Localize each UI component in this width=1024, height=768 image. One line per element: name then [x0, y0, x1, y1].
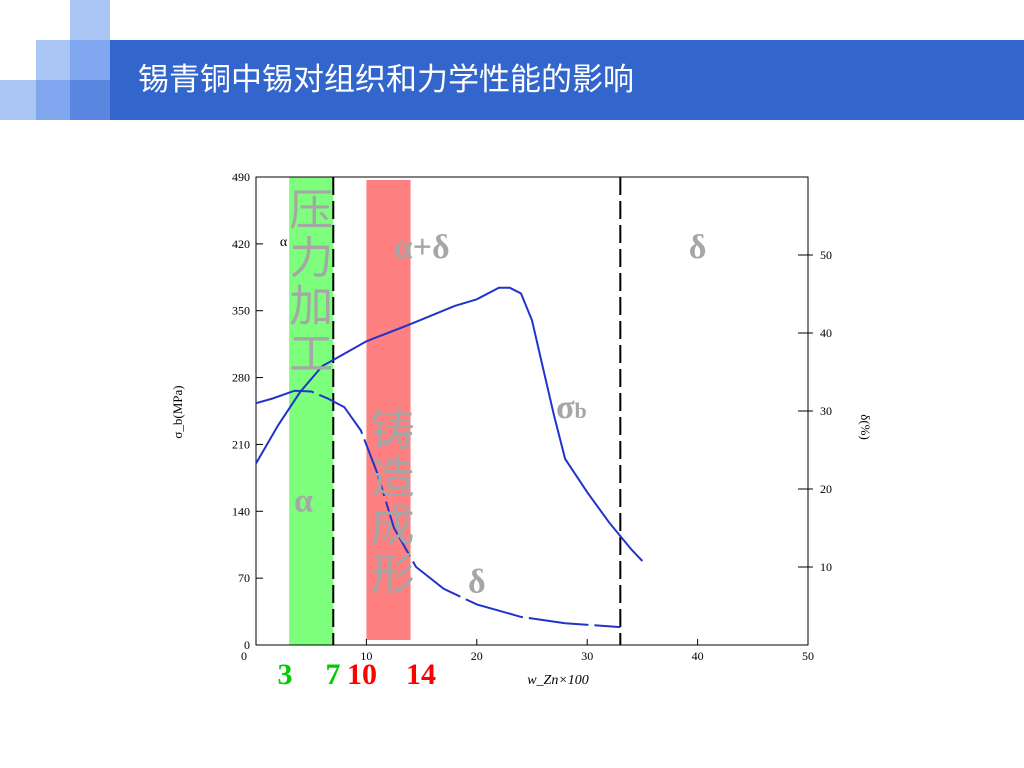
y-left-axis-label: σ_b(MPa)	[170, 385, 185, 438]
deco-square-5	[36, 80, 70, 120]
x-tick-label: 10	[360, 649, 372, 663]
y-right-tick-label: 10	[820, 560, 832, 574]
curve-label-sigma-b: σb	[556, 389, 587, 426]
y-left-tick-label: 70	[238, 571, 250, 585]
highlight-band-2	[366, 180, 411, 640]
y-left-tick-label: 140	[232, 504, 250, 518]
band-label-char: 工	[289, 329, 333, 380]
phase-label: α	[280, 235, 288, 250]
y-left-tick-label: 490	[232, 170, 250, 184]
y-right-tick-label: 50	[820, 248, 832, 262]
y-left-tick-label: 210	[232, 437, 250, 451]
x-tick-label: 20	[471, 649, 483, 663]
series-line-delta	[255, 389, 621, 629]
band-label-char: 造	[370, 453, 414, 504]
deco-square-1	[70, 0, 110, 40]
bottom-marker: 10	[347, 658, 377, 691]
highlight-band-1	[289, 177, 334, 645]
y-left-tick-label: 280	[232, 371, 250, 385]
plot-frame	[255, 176, 809, 646]
x-tick-label: 30	[581, 649, 593, 663]
band-label-char: 成	[370, 501, 414, 552]
series-line-sigma-b	[255, 286, 644, 562]
deco-square-3	[70, 40, 110, 80]
x-tick-label: 0	[241, 649, 247, 663]
y-right-axis-label: δ(%)	[858, 414, 873, 440]
x-axis-label: w_Zn×100	[527, 673, 589, 688]
deco-square-4	[0, 80, 36, 120]
phase-label: α+δ	[394, 229, 450, 266]
header-bar	[110, 40, 1024, 120]
phase-label: α	[294, 482, 313, 519]
deco-square-6	[70, 80, 110, 120]
phase-label: δ	[468, 563, 486, 600]
y-left-tick-label: 420	[232, 237, 250, 251]
bottom-marker: 3	[278, 658, 293, 691]
x-tick-label: 40	[692, 649, 704, 663]
y-right-tick-label: 30	[820, 404, 832, 418]
band-label-char: 形	[370, 549, 414, 600]
phase-label: δ	[689, 229, 707, 266]
y-left-tick-label: 0	[244, 638, 250, 652]
band-label-char: 力	[289, 233, 333, 284]
curve-label-symbol: σ	[556, 389, 575, 426]
band-label-char: 加	[289, 281, 333, 332]
curve-label-subscript: b	[575, 398, 587, 423]
bottom-marker: 7	[326, 658, 341, 691]
y-right-tick-label: 40	[820, 326, 832, 340]
y-left-tick-label: 350	[232, 304, 250, 318]
deco-square-2	[36, 40, 70, 80]
bottom-marker: 14	[406, 658, 436, 691]
x-tick-label: 50	[802, 649, 814, 663]
slide-title: 锡青铜中锡对组织和力学性能的影响	[138, 62, 634, 98]
band-label-char: 压	[289, 185, 333, 236]
y-right-tick-label: 20	[820, 482, 832, 496]
band-label-char: 铸	[370, 405, 414, 456]
